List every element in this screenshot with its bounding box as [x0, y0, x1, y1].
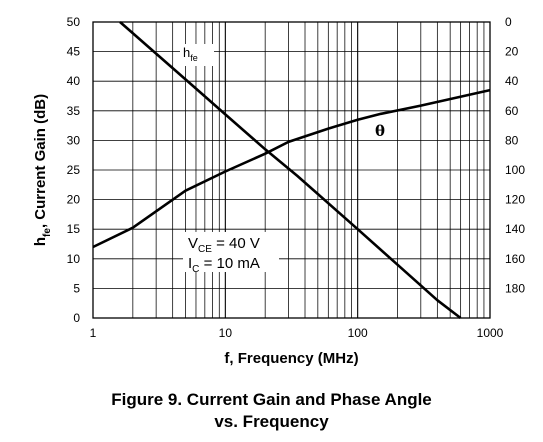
y-tick-label-right: 160	[505, 252, 525, 266]
plot-frame	[92, 21, 491, 319]
y-tick-label-left: 40	[67, 74, 81, 88]
annotation-ic: IC = 10 mA	[188, 255, 260, 275]
theta-series-label: θ	[375, 122, 385, 140]
y-tick-label-left: 15	[67, 222, 81, 236]
y-tick-label-right: 120	[505, 193, 525, 207]
y-tick-label-right: 180	[505, 281, 525, 295]
y-tick-label-right: 40	[505, 74, 519, 88]
conditions-box-bg	[183, 232, 279, 272]
x-tick-label: 10	[219, 326, 233, 340]
x-tick-label: 1000	[477, 326, 504, 340]
y-tick-label-left: 35	[67, 104, 81, 118]
x-tick-label: 1	[90, 326, 97, 340]
y-tick-label-left: 45	[67, 45, 81, 59]
series-theta-line	[92, 88, 491, 249]
y-tick-label-left: 0	[73, 311, 80, 325]
tick-labels: 0 5 10 15 20 25 30 35 40 45 50 0 20 40 60 80 100 120 140 16…	[67, 15, 526, 340]
hfe-series-label: hfe	[183, 45, 198, 63]
y-tick-label-right: 80	[505, 133, 519, 147]
series-layer	[92, 21, 491, 320]
y-tick-label-right: 140	[505, 222, 525, 236]
y-tick-label-right: 60	[505, 104, 519, 118]
y-axis-title-left: hfe, Current Gain (dB)	[32, 94, 53, 246]
theta-label-bg	[372, 120, 390, 140]
y-tick-label-right: 20	[505, 45, 519, 59]
annotation-vce: VCE = 40 V	[188, 235, 260, 255]
y-tick-label-left: 30	[67, 133, 81, 147]
x-tick-label: 100	[348, 326, 368, 340]
hfe-label-bg	[180, 44, 214, 66]
figure-caption-line2: vs. Frequency	[214, 412, 329, 431]
y-tick-label-left: 20	[67, 193, 81, 207]
y-tick-label-right: 100	[505, 163, 525, 177]
series-hfe-line	[119, 21, 462, 320]
y-tick-label-left: 25	[67, 163, 81, 177]
y-tick-label-left: 5	[73, 281, 80, 295]
figure-caption-line1: Figure 9. Current Gain and Phase Angle	[111, 390, 432, 409]
y-tick-label-left: 10	[67, 252, 81, 266]
x-axis-title: f, Frequency (MHz)	[224, 350, 358, 367]
y-tick-label-right: 0	[505, 15, 512, 29]
y-tick-label-left: 50	[67, 15, 81, 29]
